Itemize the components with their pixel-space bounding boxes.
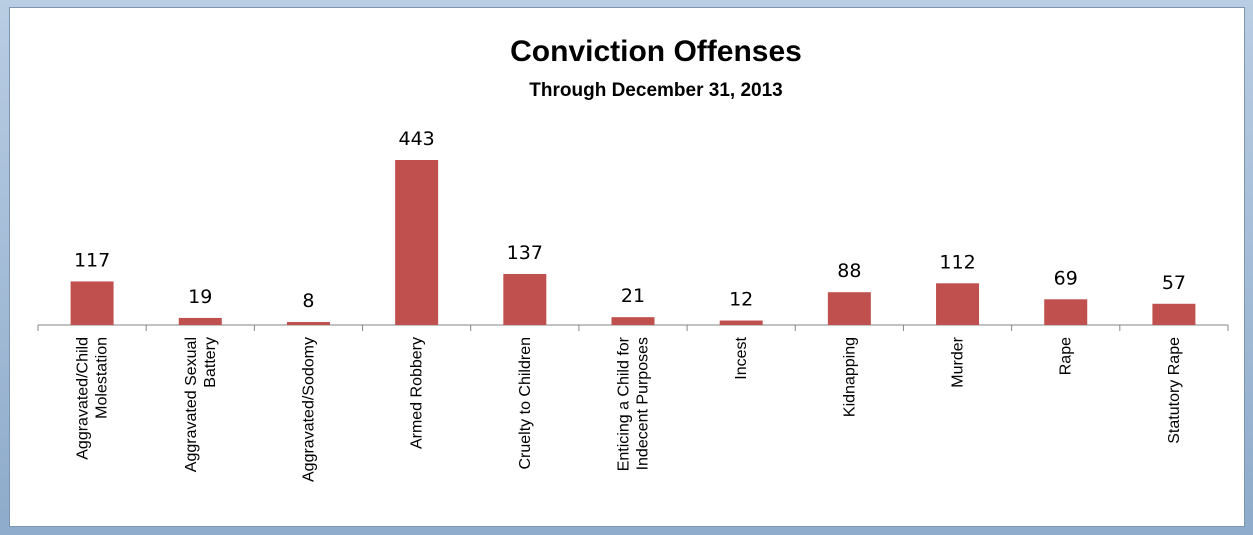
bar[interactable] bbox=[395, 160, 439, 325]
bar-chart: Conviction Offenses Through December 31,… bbox=[37, 35, 1229, 482]
data-label: 57 bbox=[1162, 272, 1186, 294]
bar[interactable] bbox=[719, 320, 763, 325]
data-label: 443 bbox=[399, 128, 435, 150]
data-label: 137 bbox=[507, 242, 543, 264]
category-label: Aggravated Sexual bbox=[183, 337, 200, 472]
bar[interactable] bbox=[503, 273, 547, 325]
data-label: 8 bbox=[302, 290, 314, 312]
plot-area: 117 Aggravated/Child Molestation 19 Aggravat… bbox=[37, 128, 1229, 482]
bar[interactable] bbox=[827, 292, 871, 325]
bar[interactable] bbox=[70, 281, 114, 325]
category-label: Enticing a Child for bbox=[616, 336, 633, 471]
category-label: Aggravated/Sodomy bbox=[300, 337, 317, 482]
bar[interactable] bbox=[611, 317, 655, 325]
chart-area: Conviction Offenses Through December 31,… bbox=[9, 7, 1245, 527]
category-label: Kidnapping bbox=[841, 337, 858, 417]
data-label: 88 bbox=[837, 260, 861, 282]
category-label: Battery bbox=[202, 337, 219, 388]
bar[interactable] bbox=[178, 317, 222, 325]
data-label: 117 bbox=[74, 249, 110, 271]
category-label: Cruelty to Children bbox=[517, 337, 534, 470]
category-label: Armed Robbery bbox=[409, 337, 426, 449]
chart-title: Conviction Offenses bbox=[510, 35, 802, 68]
data-label: 12 bbox=[729, 289, 753, 311]
category-label: Aggravated/Child bbox=[75, 337, 92, 460]
data-label: 19 bbox=[188, 286, 212, 308]
category-label: Murder bbox=[950, 336, 967, 387]
data-label: 21 bbox=[621, 285, 645, 307]
bar[interactable] bbox=[286, 322, 330, 325]
category-label: Statutory Rape bbox=[1166, 337, 1183, 444]
data-label: 112 bbox=[939, 251, 975, 273]
chart-subtitle: Through December 31, 2013 bbox=[529, 80, 782, 101]
bar[interactable] bbox=[1044, 299, 1088, 325]
category-label: Molestation bbox=[94, 337, 111, 419]
bar[interactable] bbox=[936, 283, 980, 325]
bar[interactable] bbox=[1152, 303, 1196, 325]
category-label: Rape bbox=[1058, 337, 1075, 375]
category-label: Indecent Purposes bbox=[635, 337, 652, 470]
data-label: 69 bbox=[1054, 267, 1078, 289]
category-label: Incest bbox=[733, 336, 750, 379]
